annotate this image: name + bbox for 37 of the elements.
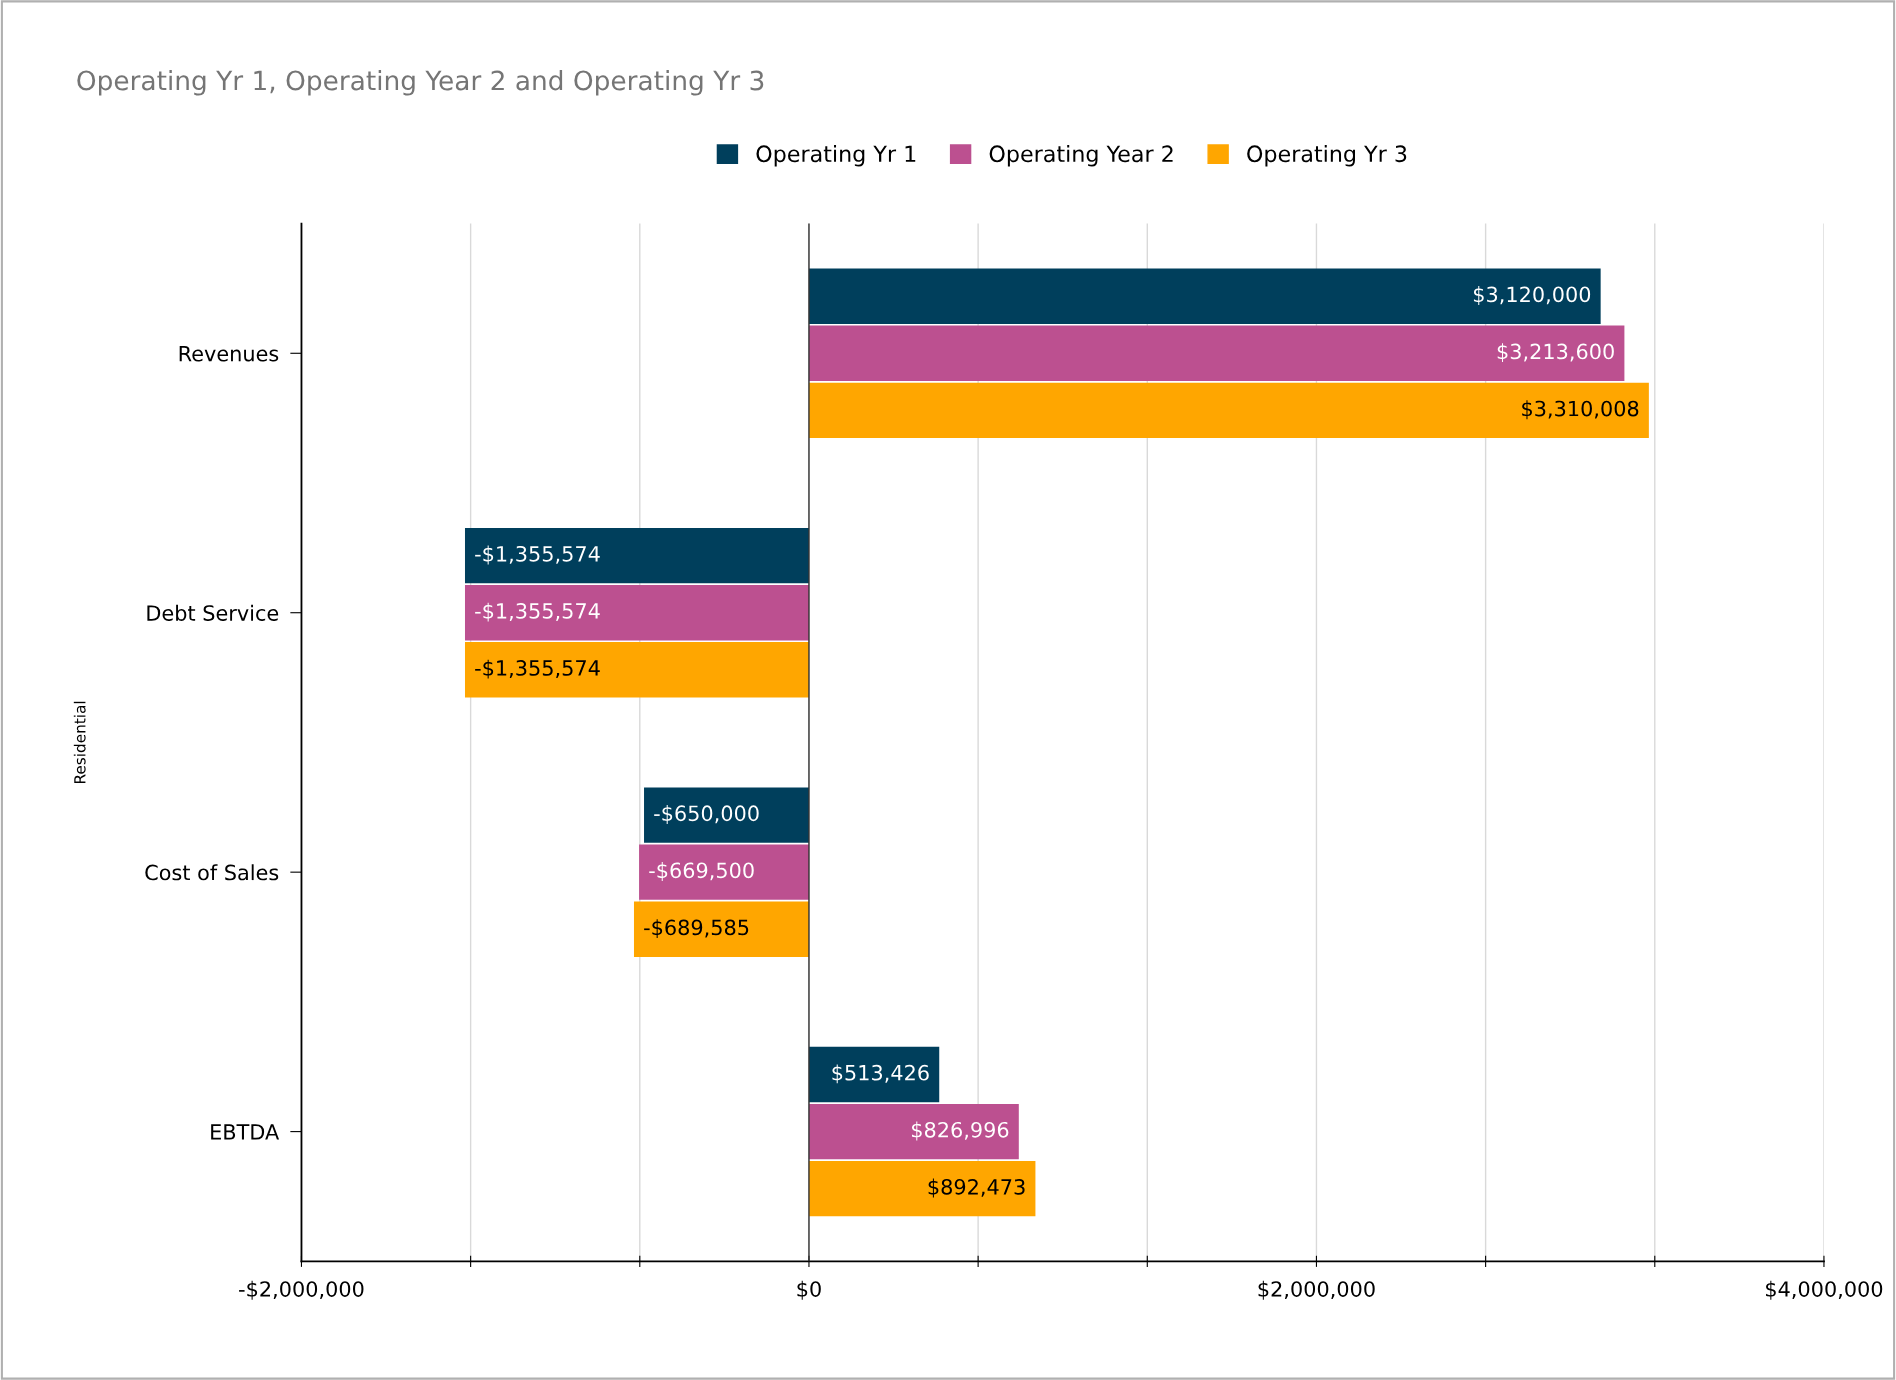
bar bbox=[464, 642, 809, 698]
data-label: $3,213,600 bbox=[1497, 343, 1614, 363]
data-label: -$669,500 bbox=[649, 862, 754, 881]
y-tick-label: Revenues bbox=[179, 346, 279, 362]
data-label: $826,996 bbox=[911, 1121, 1009, 1141]
data-label: -$1,355,574 bbox=[475, 659, 600, 679]
y-tick-label: EBTDA bbox=[211, 1124, 280, 1140]
x-tick-label: -$2,000,000 bbox=[239, 1280, 364, 1300]
bar bbox=[808, 1046, 940, 1103]
bar bbox=[808, 382, 1649, 439]
bar bbox=[808, 1160, 1036, 1217]
bar bbox=[464, 527, 809, 584]
data-label: $513,426 bbox=[832, 1064, 929, 1084]
data-label: -$1,355,574 bbox=[475, 602, 600, 622]
x-tick-label: $2,000,000 bbox=[1258, 1280, 1375, 1300]
bar bbox=[808, 325, 1625, 381]
y-tick-label: Debt Service bbox=[147, 604, 279, 621]
bar bbox=[808, 1103, 1019, 1160]
legend-label: Operating Yr 3 bbox=[1247, 144, 1407, 167]
y-tick-label: Cost of Sales bbox=[145, 864, 279, 881]
data-label: -$650,000 bbox=[654, 805, 759, 824]
bar bbox=[464, 585, 809, 641]
data-label: -$689,585 bbox=[644, 919, 749, 939]
legend-label: Operating Yr 1 bbox=[756, 144, 916, 167]
x-tick-label: $4,000,000 bbox=[1766, 1280, 1883, 1300]
bar bbox=[808, 268, 1601, 324]
y-axis-title: Residential bbox=[73, 701, 86, 784]
data-label: -$1,355,574 bbox=[475, 545, 600, 565]
chart-title: Operating Yr 1, Operating Year 2 and Operating Yr 3 bbox=[77, 70, 764, 96]
x-tick-label: $0 bbox=[797, 1280, 821, 1300]
bar bbox=[644, 787, 809, 843]
bar bbox=[633, 901, 809, 957]
legend-label: Operating Year 2 bbox=[989, 144, 1173, 167]
bar bbox=[639, 844, 809, 900]
data-label: $3,120,000 bbox=[1473, 286, 1591, 306]
data-label: $3,310,008 bbox=[1522, 400, 1639, 420]
data-label: $892,473 bbox=[928, 1178, 1025, 1198]
